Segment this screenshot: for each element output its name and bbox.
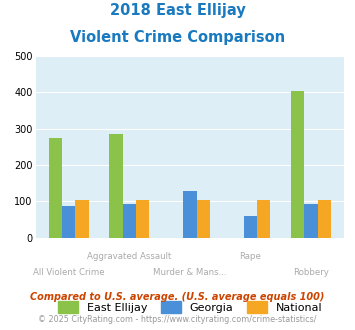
Text: © 2025 CityRating.com - https://www.cityrating.com/crime-statistics/: © 2025 CityRating.com - https://www.city… (38, 315, 317, 324)
Text: Compared to U.S. average. (U.S. average equals 100): Compared to U.S. average. (U.S. average … (30, 292, 325, 302)
Text: Aggravated Assault: Aggravated Assault (87, 252, 171, 261)
Text: Rape: Rape (240, 252, 261, 261)
Bar (76, 200, 89, 238)
Bar (62, 206, 76, 238)
Text: Murder & Mans...: Murder & Mans... (153, 269, 227, 278)
Bar (109, 134, 123, 238)
Text: Robbery: Robbery (293, 269, 329, 278)
Bar (244, 216, 257, 238)
Bar (304, 204, 318, 238)
Bar (136, 200, 149, 238)
Text: All Violent Crime: All Violent Crime (33, 269, 105, 278)
Bar (257, 200, 271, 238)
Bar (291, 90, 304, 238)
Bar (123, 204, 136, 238)
Bar (197, 200, 210, 238)
Bar (183, 191, 197, 238)
Legend: East Ellijay, Georgia, National: East Ellijay, Georgia, National (58, 301, 322, 313)
Text: 2018 East Ellijay: 2018 East Ellijay (110, 3, 245, 18)
Text: Violent Crime Comparison: Violent Crime Comparison (70, 30, 285, 45)
Bar (49, 138, 62, 238)
Bar (318, 200, 331, 238)
